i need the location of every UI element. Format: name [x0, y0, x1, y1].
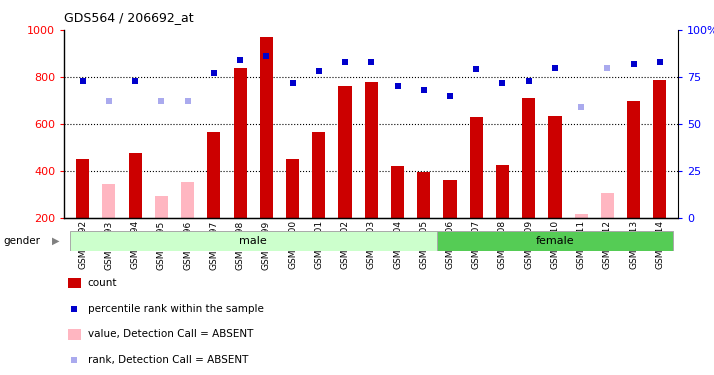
Bar	[68, 330, 81, 340]
Bar	[76, 159, 89, 218]
Bar	[68, 278, 81, 288]
Bar	[601, 193, 614, 217]
Text: rank, Detection Call = ABSENT: rank, Detection Call = ABSENT	[88, 356, 248, 365]
Bar	[548, 116, 561, 218]
Text: percentile rank within the sample: percentile rank within the sample	[88, 304, 263, 313]
Bar	[233, 68, 246, 218]
Bar	[391, 166, 404, 218]
Bar	[129, 153, 141, 218]
Text: male: male	[239, 236, 267, 246]
Bar	[522, 98, 536, 218]
Bar	[437, 231, 673, 251]
Text: gender: gender	[4, 236, 41, 246]
Bar	[627, 102, 640, 217]
Text: GDS564 / 206692_at: GDS564 / 206692_at	[64, 11, 194, 24]
Text: value, Detection Call = ABSENT: value, Detection Call = ABSENT	[88, 330, 253, 339]
Bar	[470, 117, 483, 218]
Bar	[69, 231, 437, 251]
Bar	[260, 37, 273, 218]
Bar	[155, 196, 168, 217]
Bar	[653, 80, 666, 218]
Text: female: female	[536, 236, 574, 246]
Bar	[338, 86, 351, 218]
Bar	[102, 183, 116, 218]
Text: count: count	[88, 278, 117, 288]
Bar	[286, 159, 299, 218]
Bar	[417, 172, 431, 217]
Bar	[443, 180, 456, 218]
Bar	[207, 132, 221, 218]
Bar	[312, 132, 326, 218]
Bar	[181, 182, 194, 218]
Bar	[575, 214, 588, 217]
Bar	[365, 82, 378, 218]
Text: ▶: ▶	[52, 236, 60, 246]
Bar	[496, 165, 509, 218]
